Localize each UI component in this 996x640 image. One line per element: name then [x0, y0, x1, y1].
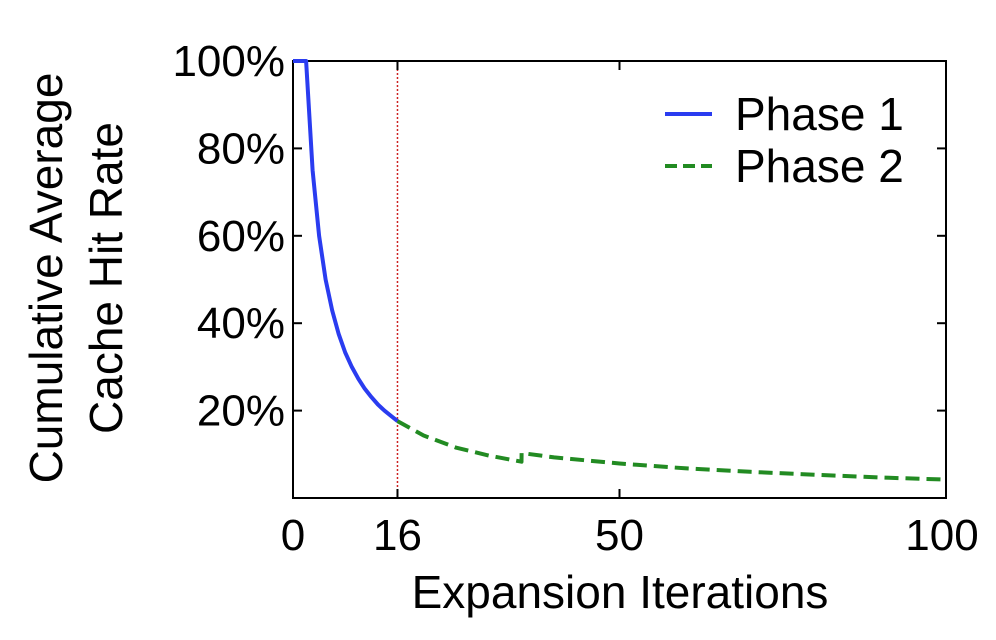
legend-label-1: Phase 1: [735, 88, 904, 140]
x-tick-label: 100: [905, 511, 978, 560]
y-tick-label: 80%: [197, 124, 285, 173]
y-axis-label-line-2: Cache Hit Rate: [80, 122, 132, 434]
y-tick-label: 100%: [172, 37, 285, 86]
y-tick-label: 40%: [197, 299, 285, 348]
series-line-2: [396, 419, 947, 482]
y-axis-label-line-1: Cumulative Average: [20, 73, 72, 484]
series-group: [293, 59, 947, 482]
x-tick-label: 0: [281, 511, 305, 560]
x-tick-label: 50: [595, 511, 644, 560]
legend-label-2: Phase 2: [735, 140, 904, 192]
axis-ticks: 20% 40% 60% 80% 100% 0 16 50 100: [172, 37, 978, 560]
x-axis-label: Expansion Iterations: [412, 566, 829, 618]
x-tick-label: 16: [373, 511, 422, 560]
y-tick-label: 60%: [197, 212, 285, 261]
series-line-1: [293, 59, 399, 423]
y-tick-label: 20%: [197, 387, 285, 436]
